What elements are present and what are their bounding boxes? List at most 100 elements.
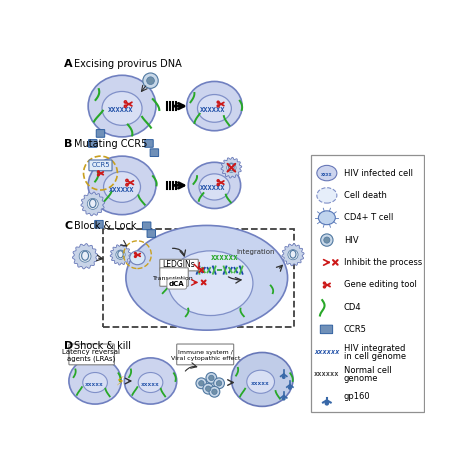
Circle shape: [146, 77, 155, 85]
Polygon shape: [282, 244, 304, 266]
Ellipse shape: [88, 75, 156, 137]
Ellipse shape: [247, 370, 274, 393]
FancyBboxPatch shape: [320, 325, 333, 333]
Circle shape: [325, 401, 329, 406]
Text: xxxxx: xxxxx: [140, 382, 159, 387]
Ellipse shape: [88, 156, 156, 215]
Text: HIV infected cell: HIV infected cell: [344, 169, 413, 177]
Circle shape: [209, 375, 214, 381]
Polygon shape: [221, 157, 242, 178]
Text: CD4+ T cell: CD4+ T cell: [344, 213, 393, 222]
Text: xxxxx: xxxxx: [250, 381, 269, 386]
Circle shape: [196, 378, 207, 389]
Text: XXXXXX: XXXXXX: [108, 107, 133, 113]
Ellipse shape: [317, 165, 337, 181]
Text: C: C: [64, 221, 73, 231]
Ellipse shape: [198, 94, 231, 122]
Circle shape: [206, 373, 217, 383]
FancyBboxPatch shape: [69, 344, 114, 365]
Ellipse shape: [317, 188, 337, 203]
Ellipse shape: [199, 174, 230, 200]
Ellipse shape: [126, 226, 288, 330]
FancyBboxPatch shape: [89, 160, 112, 171]
Text: LEDGINs: LEDGINs: [163, 260, 195, 269]
Circle shape: [288, 386, 292, 390]
Text: CD4: CD4: [344, 303, 361, 311]
Text: CCR5: CCR5: [344, 325, 367, 334]
Circle shape: [203, 383, 214, 394]
Ellipse shape: [138, 373, 163, 393]
Text: xxxxxx: xxxxxx: [314, 349, 339, 355]
Text: Mutating CCR5: Mutating CCR5: [74, 139, 148, 149]
Circle shape: [282, 375, 286, 379]
Text: gp160: gp160: [344, 392, 370, 401]
FancyBboxPatch shape: [143, 222, 151, 230]
Text: xxxx: xxxx: [321, 172, 333, 177]
Ellipse shape: [118, 251, 123, 258]
Text: Integration: Integration: [236, 249, 274, 255]
Text: dCA: dCA: [169, 281, 185, 287]
Circle shape: [212, 389, 217, 395]
Polygon shape: [73, 244, 98, 269]
FancyBboxPatch shape: [147, 230, 155, 237]
Ellipse shape: [319, 211, 335, 225]
Text: xxxxx: xxxxx: [85, 382, 104, 387]
FancyBboxPatch shape: [150, 149, 159, 156]
Polygon shape: [81, 192, 105, 216]
FancyBboxPatch shape: [311, 155, 424, 412]
Circle shape: [324, 237, 330, 243]
Text: Latency reversal
agents (LRAs): Latency reversal agents (LRAs): [62, 349, 120, 362]
Circle shape: [87, 198, 98, 209]
Polygon shape: [110, 244, 131, 265]
FancyBboxPatch shape: [145, 140, 153, 147]
Ellipse shape: [102, 92, 142, 125]
Ellipse shape: [90, 199, 96, 208]
Text: Immune system /
Viral cytopathic effect: Immune system / Viral cytopathic effect: [171, 350, 240, 361]
FancyBboxPatch shape: [160, 268, 188, 286]
Ellipse shape: [290, 250, 296, 258]
Ellipse shape: [228, 164, 234, 171]
Circle shape: [143, 73, 158, 88]
Text: XXXXXX: XXXXXX: [200, 185, 226, 191]
Text: xxxxxx: xxxxxx: [210, 253, 238, 262]
Circle shape: [282, 397, 286, 401]
Text: HIV integrated: HIV integrated: [344, 344, 405, 353]
Text: Inhibit the process: Inhibit the process: [344, 258, 422, 267]
Ellipse shape: [82, 251, 89, 260]
Text: Block & Lock: Block & Lock: [74, 221, 137, 231]
Text: xxxxxx: xxxxxx: [314, 371, 339, 377]
Text: D: D: [64, 341, 73, 351]
Ellipse shape: [231, 353, 293, 406]
Text: ⚡: ⚡: [116, 375, 125, 388]
Circle shape: [206, 386, 211, 391]
Text: Excising provirus DNA: Excising provirus DNA: [74, 59, 182, 69]
FancyBboxPatch shape: [177, 344, 234, 365]
FancyBboxPatch shape: [95, 220, 103, 228]
Circle shape: [214, 378, 225, 389]
FancyBboxPatch shape: [160, 259, 198, 271]
Ellipse shape: [83, 373, 108, 393]
Ellipse shape: [103, 171, 140, 202]
FancyBboxPatch shape: [89, 140, 97, 147]
Text: A: A: [64, 59, 73, 69]
Text: Gene editing tool: Gene editing tool: [344, 280, 417, 289]
Text: genome: genome: [344, 374, 378, 383]
Circle shape: [209, 386, 220, 397]
Ellipse shape: [124, 358, 177, 404]
Text: XXXXXX: XXXXXX: [109, 187, 135, 193]
FancyBboxPatch shape: [96, 129, 105, 137]
Text: HIV: HIV: [344, 235, 358, 245]
Circle shape: [116, 250, 125, 259]
Ellipse shape: [187, 81, 242, 131]
Circle shape: [227, 163, 236, 172]
Ellipse shape: [168, 251, 253, 316]
Text: CCR5: CCR5: [91, 162, 110, 168]
Text: B: B: [64, 139, 73, 149]
Circle shape: [321, 234, 333, 246]
Ellipse shape: [188, 163, 241, 208]
Text: Transcription: Transcription: [153, 276, 194, 281]
Circle shape: [288, 250, 298, 260]
Circle shape: [216, 381, 222, 386]
Text: Cell death: Cell death: [344, 191, 387, 200]
Circle shape: [79, 250, 91, 262]
